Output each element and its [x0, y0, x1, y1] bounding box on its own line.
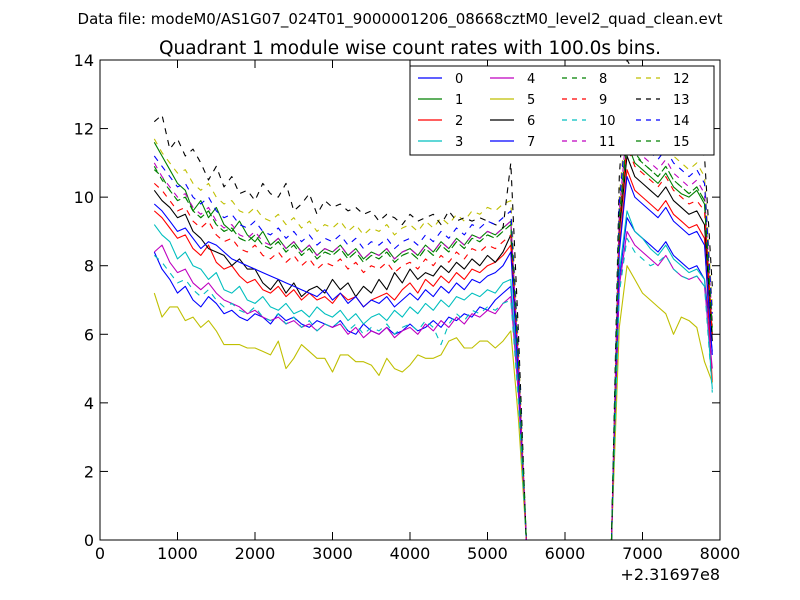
- legend-label-13: 13: [673, 93, 690, 108]
- x-tick-label: 5000: [467, 544, 508, 563]
- series-line-10: [153, 237, 713, 541]
- legend-label-5: 5: [527, 93, 535, 108]
- y-tick-label: 12: [74, 120, 94, 139]
- x-tick-label: 7000: [622, 544, 663, 563]
- legend-label-4: 4: [527, 72, 535, 87]
- series-line-13: [153, 59, 713, 541]
- x-tick-label: 3000: [312, 544, 353, 563]
- series-line-12: [153, 107, 713, 541]
- legend-label-14: 14: [673, 114, 690, 129]
- chart-title: Quadrant 1 module wise count rates with …: [159, 38, 661, 59]
- legend-label-12: 12: [673, 72, 690, 87]
- series-line-15: [153, 134, 713, 541]
- legend-label-9: 9: [599, 93, 607, 108]
- legend-label-6: 6: [527, 114, 535, 129]
- legend-label-1: 1: [455, 93, 463, 108]
- series-line-8: [153, 131, 713, 541]
- legend-label-7: 7: [527, 135, 535, 150]
- series-line-5: [153, 265, 713, 541]
- x-tick-label: 4000: [390, 544, 431, 563]
- series-line-9: [153, 145, 713, 541]
- x-offset-label: +2.31697e8: [620, 565, 720, 584]
- y-tick-label: 8: [84, 257, 94, 276]
- legend-label-8: 8: [599, 72, 607, 87]
- legend-label-3: 3: [455, 135, 463, 150]
- series-line-11: [153, 124, 713, 541]
- legend-label-15: 15: [673, 135, 690, 150]
- series-line-2: [153, 169, 713, 541]
- x-tick-label: 1000: [157, 544, 198, 563]
- legend-label-0: 0: [455, 72, 463, 87]
- y-tick-label: 6: [84, 325, 94, 344]
- y-tick-label: 0: [84, 531, 94, 550]
- y-tick-label: 4: [84, 394, 94, 413]
- series-line-14: [153, 114, 713, 541]
- y-tick-label: 10: [74, 188, 94, 207]
- series-line-1: [153, 141, 713, 541]
- x-tick-label: 0: [95, 544, 105, 563]
- y-tick-label: 2: [84, 462, 94, 481]
- series-line-7: [153, 176, 713, 541]
- chart-suptitle: Data file: modeM0/AS1G07_024T01_90000012…: [78, 10, 723, 29]
- x-tick-label: 2000: [235, 544, 276, 563]
- series-layer: [153, 59, 713, 541]
- series-line-3: [153, 210, 713, 541]
- x-axis: 0 1000 2000 3000 4000 5000 6000 7000 8000: [95, 60, 740, 563]
- x-tick-label: 8000: [700, 544, 741, 563]
- legend-label-10: 10: [599, 114, 616, 129]
- series-line-4: [153, 230, 713, 541]
- x-tick-label: 6000: [545, 544, 586, 563]
- legend-frame: [409, 65, 715, 156]
- legend-label-2: 2: [455, 114, 463, 129]
- legend-label-11: 11: [599, 135, 616, 150]
- y-tick-label: 14: [74, 51, 94, 70]
